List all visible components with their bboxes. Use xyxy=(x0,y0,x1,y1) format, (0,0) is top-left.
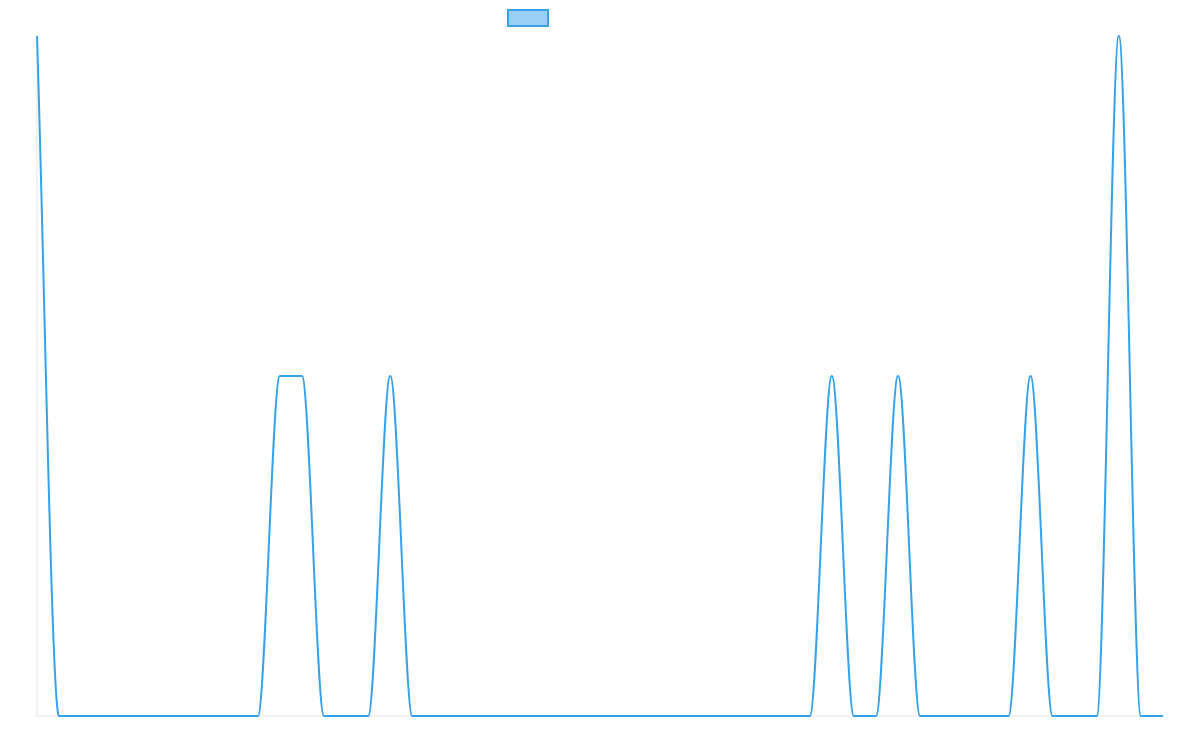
series-layer xyxy=(36,35,1163,717)
series-line-0 xyxy=(36,35,1163,717)
legend-swatch[interactable] xyxy=(507,9,549,27)
legend[interactable] xyxy=(507,9,549,27)
axes xyxy=(36,36,1163,717)
